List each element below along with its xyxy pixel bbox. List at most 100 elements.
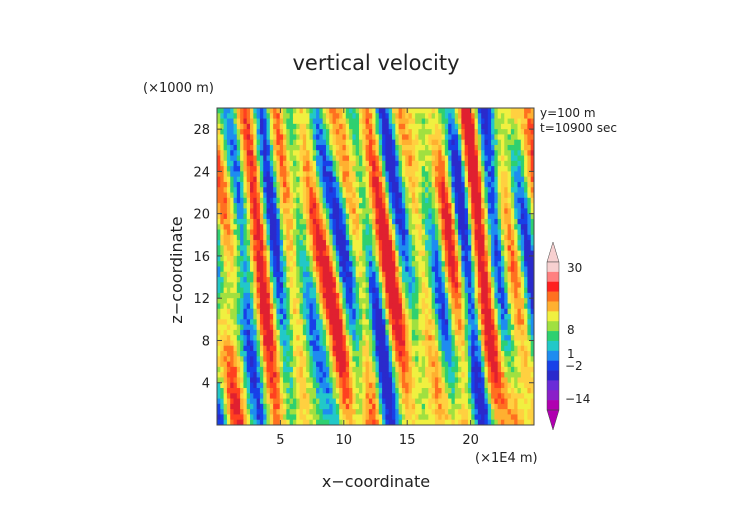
heatmap-cell	[385, 229, 390, 236]
heatmap-cell	[352, 345, 357, 352]
heatmap-cell	[448, 277, 453, 283]
heatmap-cell	[273, 282, 278, 289]
heatmap-cell	[355, 245, 360, 252]
heatmap-cell	[428, 123, 433, 130]
heatmap-cell	[431, 271, 436, 278]
heatmap-cell	[504, 255, 509, 262]
heatmap-cell	[329, 282, 334, 289]
heatmap-cell	[250, 218, 254, 225]
heatmap-cell	[279, 287, 284, 294]
heatmap-cell	[266, 324, 271, 331]
heatmap-cell	[220, 356, 225, 363]
heatmap-cell	[415, 208, 420, 215]
heatmap-cell	[494, 266, 499, 273]
heatmap-cell	[454, 118, 459, 125]
heatmap-cell	[431, 197, 436, 204]
heatmap-cell	[415, 329, 420, 336]
heatmap-cell	[256, 129, 261, 136]
heatmap-cell	[217, 144, 221, 151]
heatmap-cell	[236, 224, 241, 231]
heatmap-cell	[421, 218, 426, 225]
heatmap-cell	[415, 340, 420, 347]
heatmap-cell	[289, 208, 294, 215]
heatmap-cell	[491, 234, 495, 241]
heatmap-cell	[316, 155, 320, 162]
heatmap-cell	[365, 203, 370, 209]
heatmap-cell	[487, 176, 492, 183]
heatmap-cell	[398, 118, 403, 125]
heatmap-cell	[464, 345, 469, 352]
heatmap-cell	[342, 113, 347, 120]
heatmap-cell	[385, 287, 390, 294]
heatmap-cell	[319, 271, 324, 278]
heatmap-cell	[474, 303, 479, 310]
heatmap-cell	[243, 245, 248, 252]
heatmap-cell	[358, 277, 363, 283]
heatmap-cell	[497, 234, 502, 241]
heatmap-cell	[504, 271, 509, 278]
heatmap-cell	[223, 176, 228, 183]
heatmap-cell	[256, 176, 261, 183]
heatmap-cell	[530, 129, 534, 136]
heatmap-cell	[385, 134, 390, 141]
heatmap-cell	[325, 303, 330, 310]
heatmap-cell	[322, 298, 327, 305]
heatmap-cell	[398, 324, 403, 331]
heatmap-cell	[335, 298, 340, 305]
heatmap-cell	[491, 335, 495, 342]
heatmap-cell	[464, 277, 469, 283]
heatmap-cell	[451, 240, 456, 246]
heatmap-cell	[226, 129, 231, 136]
heatmap-cell	[428, 139, 433, 146]
heatmap-cell	[421, 224, 426, 231]
heatmap-cell	[382, 298, 386, 305]
heatmap-cell	[491, 171, 495, 178]
heatmap-cell	[296, 356, 301, 363]
heatmap-cell	[233, 361, 238, 368]
heatmap-cell	[497, 218, 502, 225]
heatmap-cell	[395, 208, 400, 215]
heatmap-cell	[250, 155, 254, 162]
heatmap-cell	[520, 176, 525, 183]
heatmap-cell	[316, 345, 320, 352]
heatmap-cell	[428, 372, 433, 379]
heatmap-cell	[382, 372, 386, 379]
heatmap-cell	[438, 150, 443, 157]
heatmap-cell	[240, 113, 245, 120]
heatmap-cell	[253, 372, 258, 379]
heatmap-cell	[329, 366, 334, 373]
heatmap-cell	[319, 356, 324, 363]
heatmap-cell	[355, 366, 360, 373]
heatmap-cell	[292, 261, 297, 268]
heatmap-cell	[269, 118, 274, 125]
heatmap-cell	[405, 213, 410, 220]
heatmap-cell	[497, 335, 502, 342]
heatmap-cell	[408, 139, 413, 146]
heatmap-cell	[467, 144, 472, 151]
heatmap-cell	[243, 176, 248, 183]
heatmap-cell	[286, 266, 291, 273]
heatmap-cell	[236, 250, 241, 257]
heatmap-cell	[345, 250, 350, 257]
heatmap-cell	[233, 372, 238, 379]
heatmap-cell	[240, 303, 245, 310]
heatmap-cell	[358, 298, 363, 305]
heatmap-cell	[425, 129, 429, 136]
heatmap-cell	[243, 308, 248, 315]
heatmap-cell	[365, 329, 370, 336]
heatmap-cell	[339, 129, 344, 136]
heatmap-cell	[514, 377, 519, 384]
heatmap-cell	[296, 324, 301, 331]
heatmap-cell	[306, 176, 311, 183]
heatmap-cell	[434, 298, 439, 305]
heatmap-cell	[316, 340, 320, 347]
heatmap-cell	[263, 314, 268, 320]
heatmap-cell	[500, 271, 505, 278]
heatmap-cell	[451, 181, 456, 188]
heatmap-cell	[444, 108, 449, 114]
heatmap-cell	[372, 351, 377, 357]
heatmap-cell	[309, 261, 314, 268]
heatmap-cell	[461, 150, 466, 157]
heatmap-cell	[342, 213, 347, 220]
heatmap-cell	[401, 287, 406, 294]
